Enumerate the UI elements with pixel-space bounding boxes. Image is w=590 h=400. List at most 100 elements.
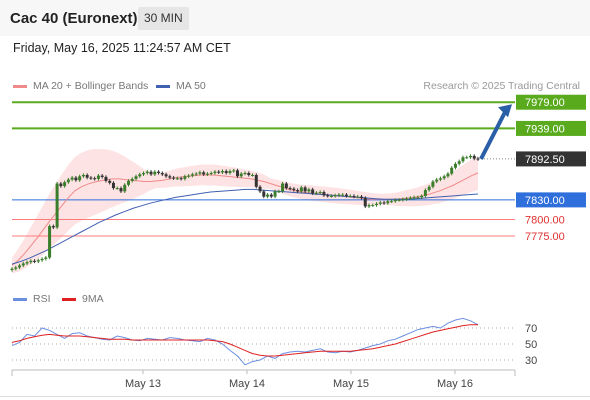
candle-body <box>157 171 161 174</box>
candle-body <box>431 181 435 187</box>
candle-body <box>363 197 367 207</box>
candle-body <box>318 192 322 194</box>
rsi-tick-30: 30 <box>525 355 537 367</box>
candle-body <box>329 195 333 197</box>
candle-body <box>314 192 318 194</box>
resistance-tag-0 <box>516 94 586 110</box>
candle-body <box>44 257 48 259</box>
candle-body <box>232 170 236 172</box>
candle-body <box>153 171 157 175</box>
pivot-tag-3 <box>516 192 586 208</box>
legend-rsi-ma: 9MA <box>62 293 104 305</box>
candle-body <box>251 174 255 176</box>
candle-body <box>202 172 206 175</box>
candle-body <box>14 267 18 269</box>
candle-body <box>160 173 164 175</box>
candle-body <box>375 203 379 206</box>
candle-body <box>130 178 134 181</box>
candle-body <box>468 155 472 158</box>
candle-body <box>142 173 146 175</box>
candle-body <box>89 177 93 179</box>
timeframe-button[interactable]: 30 MIN <box>138 7 189 30</box>
candle-body <box>224 171 228 174</box>
bollinger-band <box>12 149 478 274</box>
candle-body <box>341 194 345 196</box>
candle-body <box>303 187 307 192</box>
candle-body <box>269 194 273 197</box>
resistance-tag-1 <box>516 120 586 136</box>
candle-body <box>81 174 85 177</box>
instrument-title: Cac 40 (Euronext) <box>10 10 138 27</box>
candle-body <box>228 171 232 174</box>
timestamp: Friday, May 16, 2025 11:24:57 AM CET <box>13 41 231 55</box>
candle-body <box>322 192 326 196</box>
x-tick-label-2: May 15 <box>333 378 369 390</box>
candle-body <box>435 179 439 182</box>
candle-body <box>100 175 104 177</box>
candle-body <box>145 171 149 174</box>
candle-body <box>85 174 89 178</box>
candle-body <box>209 173 213 175</box>
ma20-swatch <box>13 84 27 88</box>
rsi-line <box>11 317 479 366</box>
ma50-label: MA 50 <box>176 80 206 92</box>
candle-body <box>288 188 292 190</box>
candle-body <box>36 260 40 262</box>
candle-body <box>461 157 465 162</box>
candle-body <box>284 183 288 189</box>
candle-body <box>74 177 78 181</box>
candle-body <box>33 260 37 262</box>
x-tick-label-0: May 13 <box>125 378 161 390</box>
ma50-line <box>11 188 479 265</box>
candle-body <box>273 191 277 197</box>
ma20-label: MA 20 + Bollinger Bands <box>33 80 149 92</box>
candle-body <box>371 205 375 207</box>
candle-body <box>356 196 360 198</box>
candle-body <box>438 178 442 180</box>
candle-body <box>243 173 247 175</box>
rsi-swatch <box>13 297 27 301</box>
candle-body <box>29 260 33 263</box>
candle-body <box>194 173 198 175</box>
credit-text: Research © 2025 Trading Central <box>423 80 580 92</box>
bottom-divider <box>0 396 590 397</box>
candle-body <box>93 178 97 180</box>
candle-body <box>277 191 281 193</box>
rsi-tick-70: 70 <box>525 323 537 335</box>
candle-body <box>239 173 243 177</box>
candle-body <box>123 184 127 192</box>
candle-body <box>25 262 29 264</box>
candle-body <box>51 226 55 228</box>
candle-body <box>446 173 450 177</box>
candle-body <box>367 205 371 207</box>
legend-ma50: MA 50 <box>156 80 206 92</box>
candle-body <box>10 268 14 271</box>
current-price-tag <box>516 151 586 167</box>
candle-body <box>59 183 63 187</box>
candle-body <box>420 195 424 198</box>
candle-body <box>63 182 67 187</box>
candle-body <box>360 196 363 198</box>
candle-body <box>401 199 405 201</box>
candle-body <box>386 201 390 204</box>
candle-body <box>213 171 217 174</box>
candle-body <box>393 199 397 202</box>
candle-body <box>352 195 356 197</box>
candle-body <box>412 197 416 199</box>
candle-body <box>127 180 130 185</box>
candle-body <box>78 176 82 181</box>
candle-body <box>187 175 191 177</box>
candle-body <box>450 167 454 174</box>
forecast-arrow-shaft <box>479 109 508 160</box>
candle-body <box>190 174 194 176</box>
candle-body <box>179 178 183 180</box>
candle-body <box>172 177 176 179</box>
candle-body <box>457 161 461 164</box>
resistance-label-1: 7939.00 <box>525 123 565 135</box>
candle-body <box>205 173 209 175</box>
candle-body <box>405 198 409 200</box>
candle-body <box>378 202 382 204</box>
candle-body <box>299 187 303 192</box>
candle-body <box>66 179 70 183</box>
